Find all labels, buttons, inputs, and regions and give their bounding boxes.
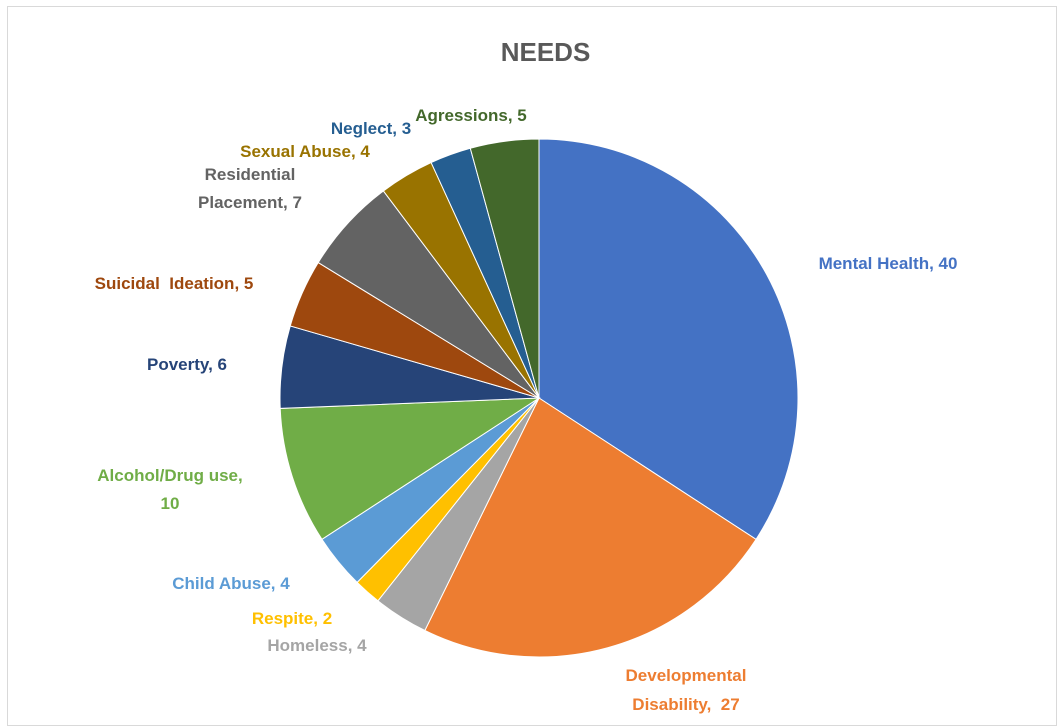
pie-slice [538,138,799,541]
slice-label: Neglect, 3 [331,119,411,138]
chart-title: NEEDS [500,37,591,67]
slice-label: Respite, 2 [252,609,332,628]
slice-label: Alcohol/Drug use, 10 [97,466,242,513]
slice-label: Homeless, 4 [267,636,367,655]
slice-label: Sexual Abuse, 4 [240,142,370,161]
slice-label: Suicidal Ideation, 5 [95,274,254,293]
pie-slice [469,138,540,399]
slice-label: Agressions, 5 [415,106,527,125]
slice-label: Child Abuse, 4 [172,574,290,593]
pie-slice [279,397,541,541]
slice-label: Developmental Disability, 27 [626,666,747,714]
slice-label: Residential Placement, 7 [198,165,302,212]
slice-label: Poverty, 6 [147,355,227,374]
slice-label: Mental Health, 40 [819,254,958,273]
